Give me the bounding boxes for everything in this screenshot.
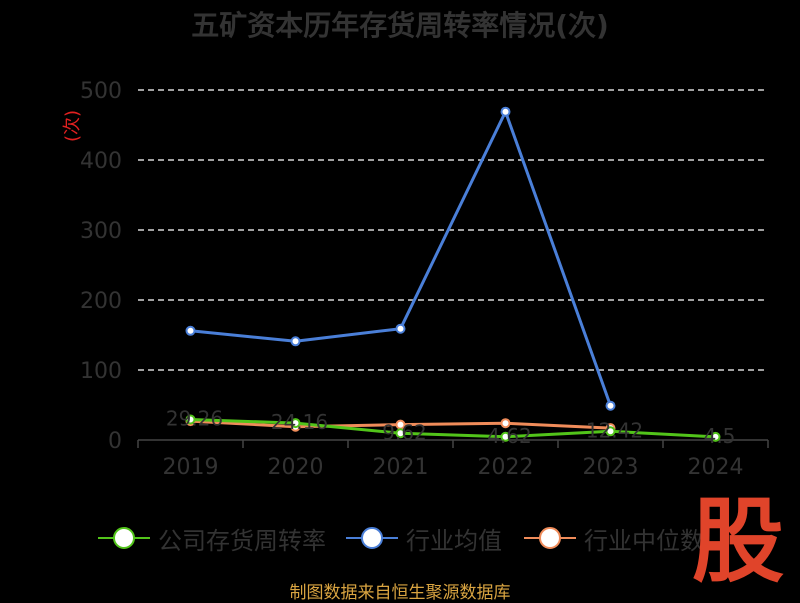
legend-item-industry-median[interactable]: 行业中位数 bbox=[524, 520, 704, 556]
x-tick-label: 2021 bbox=[373, 455, 429, 480]
data-point bbox=[395, 428, 406, 439]
legend-label-industry-avg: 行业均值 bbox=[406, 526, 502, 555]
brand-logo: 股 bbox=[692, 488, 785, 595]
data-point bbox=[185, 414, 196, 425]
legend-marker-industry-median bbox=[524, 527, 576, 549]
data-point bbox=[290, 418, 301, 429]
legend-label-company: 公司存货周转率 bbox=[158, 526, 326, 555]
data-label: 24.16 bbox=[271, 410, 328, 434]
data-point bbox=[605, 400, 616, 411]
y-tick-label: 400 bbox=[80, 149, 122, 174]
legend-item-company[interactable]: 公司存货周转率 bbox=[98, 520, 326, 556]
x-tick-label: 2023 bbox=[583, 455, 639, 480]
x-tick-label: 2024 bbox=[688, 455, 744, 480]
data-point bbox=[290, 336, 301, 347]
x-tick-label: 2020 bbox=[268, 455, 324, 480]
data-label: 29.26 bbox=[166, 407, 223, 431]
y-axis-label: (次) bbox=[62, 110, 83, 142]
y-tick-label: 500 bbox=[80, 79, 122, 104]
x-tick-label: 2019 bbox=[163, 455, 219, 480]
data-point bbox=[710, 431, 721, 442]
legend-marker-industry-avg bbox=[346, 527, 398, 549]
series-line bbox=[190, 418, 716, 439]
legend-marker-company bbox=[98, 527, 150, 549]
data-label: 9.62 bbox=[382, 420, 427, 444]
source-note: 制图数据来自恒生聚源数据库 bbox=[289, 583, 511, 603]
data-label: 4.62 bbox=[487, 424, 532, 448]
data-point bbox=[500, 418, 511, 429]
data-point bbox=[395, 323, 406, 334]
legend-item-industry-avg[interactable]: 行业均值 bbox=[346, 520, 502, 556]
y-tick-label: 0 bbox=[108, 429, 122, 454]
data-point bbox=[500, 106, 511, 117]
legend: 公司存货周转率 行业均值 行业中位数 bbox=[0, 520, 800, 556]
y-tick-label: 200 bbox=[80, 289, 122, 314]
chart-title: 五矿资本历年存货周转率情况(次) bbox=[191, 9, 609, 42]
data-label: 4.5 bbox=[704, 424, 736, 448]
data-label: 12.42 bbox=[586, 418, 643, 442]
data-point bbox=[500, 431, 511, 442]
x-tick-label: 2022 bbox=[478, 455, 534, 480]
legend-label-industry-median: 行业中位数 bbox=[584, 526, 704, 555]
data-point bbox=[185, 325, 196, 336]
y-tick-label: 300 bbox=[80, 219, 122, 244]
y-tick-label: 100 bbox=[80, 359, 122, 384]
series-line bbox=[190, 110, 612, 407]
data-point bbox=[605, 426, 616, 437]
